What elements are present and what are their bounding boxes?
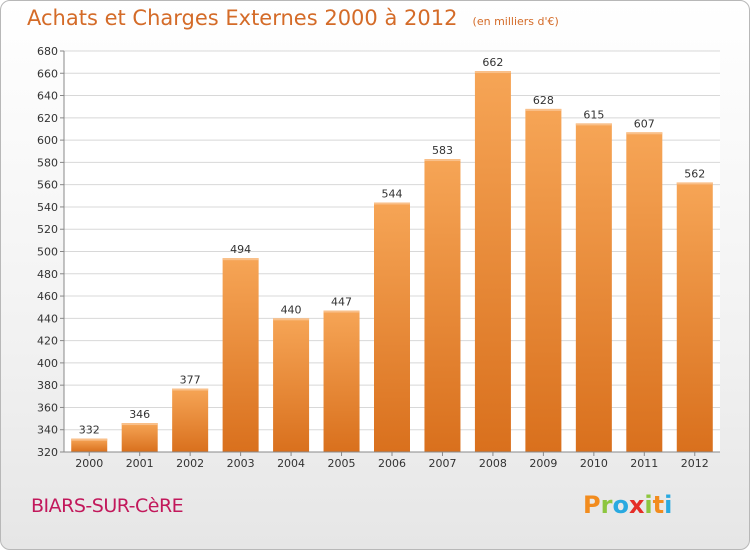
commune-name: BIARS-SUR-CèRE [31,495,184,517]
bar-2011 [626,132,663,452]
y-tick-label: 500 [37,246,58,259]
bar-2006 [374,202,410,452]
data-label: 440 [281,303,302,316]
bar-2000 [71,438,108,452]
logo-letter: o [612,491,629,519]
data-label: 562 [684,167,705,180]
data-label: 615 [583,108,604,121]
data-label: 346 [129,408,150,421]
bar-2005 [323,310,360,452]
x-tick-label: 2006 [378,457,406,470]
y-tick-label: 660 [37,67,58,80]
logo-letter: P [583,491,601,519]
data-label: 607 [634,117,655,130]
bar-2007 [424,159,461,452]
y-tick-label: 640 [37,90,58,103]
bar-highlight [424,159,461,162]
bar-2003 [222,258,259,452]
data-label: 494 [230,243,251,256]
bar-highlight [121,423,158,426]
x-tick-label: 2005 [328,457,356,470]
x-tick-label: 2012 [681,457,709,470]
bar-highlight [575,123,612,126]
y-tick-label: 360 [37,401,58,414]
bar-highlight [474,71,511,74]
chart-subtitle: (en milliers d'€) [472,15,559,28]
logo-letter: r [600,491,613,519]
bar-highlight [172,388,209,391]
bar-2008 [474,71,511,453]
x-tick-label: 2001 [126,457,154,470]
y-tick-label: 420 [37,335,58,348]
y-tick-label: 620 [37,112,58,125]
y-tick-label: 400 [37,357,58,370]
bar-highlight [525,108,562,111]
title-row: Achats et Charges Externes 2000 à 2012 (… [27,6,559,30]
y-tick-label: 480 [37,268,58,281]
data-label: 332 [79,424,100,437]
data-label: 447 [331,296,352,309]
logo-letter: i [644,491,653,519]
x-axis-ticks: 2000 2001 2002 2003 2004 2005 2006 2007 2008 2009… [75,452,709,470]
y-tick-label: 440 [37,312,58,325]
bar-highlight [676,182,713,185]
x-tick-label: 2009 [529,457,557,470]
y-tick-label: 340 [37,424,58,437]
x-tick-label: 2004 [277,457,305,470]
bar-highlight [222,258,259,261]
bar-2012 [676,182,713,452]
bars [71,71,713,453]
data-label: 628 [533,94,554,107]
y-tick-label: 580 [37,156,58,169]
x-tick-label: 2008 [479,457,507,470]
bar-highlight [71,438,108,441]
data-labels: 332 346 377 494 440 447 544 583 662 628 615 607 562 [79,56,706,437]
bar-2001 [121,423,158,452]
x-tick-label: 2002 [176,457,204,470]
y-tick-label: 520 [37,223,58,236]
chart-title: Achats et Charges Externes 2000 à 2012 [27,6,458,30]
x-tick-label: 2011 [630,457,658,470]
data-label: 377 [180,374,201,387]
y-tick-label: 680 [37,45,58,58]
y-tick-label: 600 [37,134,58,147]
bar-highlight [374,202,410,205]
x-tick-label: 2007 [428,457,456,470]
bar-2004 [273,318,310,452]
y-tick-label: 320 [37,446,58,459]
y-axis-ticks: 320 340 360 380 400 420 440 460 480 500 520 540 560 5… [37,45,720,459]
bar-2002 [172,388,209,452]
data-label: 544 [382,187,403,200]
y-tick-label: 540 [37,201,58,214]
y-tick-label: 380 [37,379,58,392]
bar-2009 [525,108,562,452]
y-tick-label: 460 [37,290,58,303]
bar-highlight [626,132,663,135]
data-label: 662 [482,56,503,69]
logo-letter: x [628,491,645,519]
bar-2010 [575,123,612,453]
x-tick-label: 2000 [75,457,103,470]
x-tick-label: 2003 [227,457,255,470]
logo-letter: i [664,491,673,519]
data-label: 583 [432,144,453,157]
bar-highlight [323,310,360,313]
x-tick-label: 2010 [580,457,608,470]
y-tick-label: 560 [37,179,58,192]
logo-letter: t [652,491,665,519]
bar-highlight [273,318,310,321]
proxiti-logo[interactable]: Proxiti [583,491,672,519]
